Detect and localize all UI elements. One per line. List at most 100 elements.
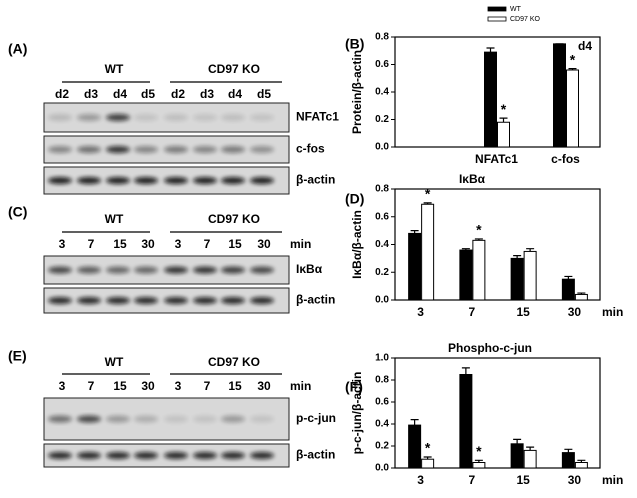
error-bar — [423, 456, 432, 460]
annotation: d4 — [578, 39, 592, 53]
y-axis-label: Protein/β-actin — [350, 50, 364, 134]
blot-band — [164, 114, 188, 121]
x-tick-label: 30 — [568, 473, 582, 487]
error-bar — [410, 230, 419, 234]
bar — [566, 69, 579, 148]
lane-label: 30 — [257, 379, 271, 393]
x-tick-label: 7 — [469, 473, 476, 487]
blot-band — [134, 146, 158, 153]
x-tick-label: NFATc1 — [475, 152, 518, 166]
blot-band — [48, 415, 72, 423]
blot-band — [250, 114, 274, 121]
y-tick-label: 0.4 — [375, 419, 389, 430]
error-bar — [410, 419, 419, 426]
unit-label: min — [290, 379, 311, 393]
significance-mark: * — [570, 51, 576, 67]
error-bar — [474, 238, 483, 241]
lane-label: d5 — [141, 87, 155, 101]
bar — [472, 239, 486, 301]
x-tick-label: 15 — [516, 305, 530, 319]
lane-label: 3 — [59, 237, 66, 251]
bar — [523, 449, 537, 469]
blot-band — [134, 452, 158, 459]
y-axis-label: p-c-jun/β-actin — [350, 372, 364, 455]
blot-band — [48, 297, 72, 304]
row-label: β-actin — [296, 448, 335, 462]
significance-mark: * — [476, 443, 482, 459]
blot-band — [48, 452, 72, 459]
significance-mark: * — [501, 101, 507, 117]
panel-label: (D) — [345, 191, 364, 207]
error-bar — [526, 248, 535, 252]
y-tick-label: 0.8 — [375, 375, 389, 386]
blot-band — [221, 297, 245, 304]
error-bar — [568, 68, 577, 70]
group-label: CD97 KO — [208, 355, 260, 369]
blot-band — [106, 177, 130, 184]
y-tick-label: 0.4 — [375, 87, 389, 98]
row-label: β-actin — [296, 293, 335, 307]
bar — [553, 43, 566, 148]
error-bar — [526, 446, 535, 451]
blot-band — [250, 146, 274, 153]
lane-label: 15 — [228, 237, 242, 251]
error-bar — [577, 459, 586, 463]
legend-label: CD97 KO — [510, 16, 541, 23]
blot-band — [106, 415, 130, 423]
blot-band — [250, 266, 274, 274]
bar — [510, 443, 524, 469]
blot-band — [48, 177, 72, 184]
significance-mark: * — [425, 440, 431, 456]
chart-title: Phospho-c-jun — [448, 341, 532, 355]
error-bar — [513, 255, 522, 259]
y-tick-label: 0.6 — [375, 211, 389, 222]
blot-band — [221, 146, 245, 153]
group-label: CD97 KO — [208, 62, 260, 76]
blot-band — [106, 146, 130, 153]
y-tick-label: 0.4 — [375, 239, 389, 250]
blot-band — [221, 266, 245, 274]
row-label: IκBα — [296, 262, 323, 276]
blot-band — [134, 177, 158, 184]
lane-label: 3 — [175, 379, 182, 393]
blot-band — [134, 266, 158, 274]
error-bar — [486, 47, 495, 53]
legend-label: WT — [510, 6, 522, 13]
bar — [561, 278, 575, 301]
y-tick-label: 0.2 — [375, 441, 389, 452]
blot-band — [193, 177, 217, 184]
blot-band — [77, 415, 101, 423]
legend-swatch — [487, 6, 507, 12]
bar — [421, 458, 435, 469]
bar — [523, 250, 537, 301]
bar — [408, 232, 422, 301]
y-tick-label: 0.0 — [375, 142, 389, 153]
lane-label: 7 — [88, 379, 95, 393]
lane-label: d5 — [257, 87, 271, 101]
bar — [484, 51, 497, 148]
x-unit-label: min — [602, 473, 623, 487]
x-unit-label: min — [602, 305, 623, 319]
panel-label: (C) — [8, 204, 27, 220]
blot-band — [250, 297, 274, 304]
lane-label: 3 — [59, 379, 66, 393]
blot-band — [77, 452, 101, 459]
y-tick-label: 0.2 — [375, 267, 389, 278]
blot-band — [77, 266, 101, 274]
panel-label: (F) — [345, 379, 363, 395]
error-bar — [513, 438, 522, 444]
error-bar — [461, 367, 470, 375]
lane-label: d2 — [55, 87, 69, 101]
y-tick-label: 0.2 — [375, 114, 389, 125]
blot-band — [193, 114, 217, 121]
lane-label: 15 — [113, 237, 127, 251]
blot-band — [250, 177, 274, 184]
group-label: WT — [105, 62, 124, 76]
panel-label: (B) — [345, 36, 364, 52]
bar — [510, 257, 524, 301]
lane-label: 30 — [141, 379, 155, 393]
blot-band — [164, 297, 188, 304]
error-bar — [423, 202, 432, 205]
lane-label: 7 — [88, 237, 95, 251]
y-tick-label: 0.0 — [375, 295, 389, 306]
